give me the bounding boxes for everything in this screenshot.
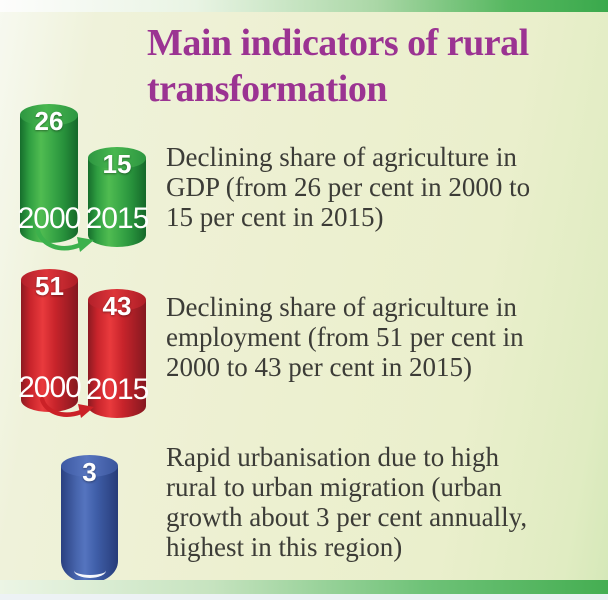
description-line: rural to urban migration (urban (166, 472, 502, 502)
description-line: 15 per cent in 2015) (166, 202, 384, 232)
title-line-1: Main indicators of rural (147, 22, 529, 64)
cylinder-employment-2000: 51 2000 (18, 269, 82, 412)
bar-value-label: 15 (102, 149, 132, 179)
bar-year-label: 2000 (18, 371, 82, 404)
cylinder-cap (88, 147, 146, 169)
cylinder-body (20, 115, 78, 243)
description-line: highest in this region) (166, 532, 403, 562)
description-line: Declining share of agriculture in (166, 142, 517, 172)
cylinder-urban-growth: 3 (61, 455, 118, 583)
bottom-edge-strip (0, 594, 608, 600)
description-line: GDP (from 26 per cent in 2000 to (166, 172, 531, 202)
cylinder-cap (21, 269, 78, 291)
bar-value-label: 26 (34, 106, 64, 136)
decline-arrow-icon (39, 397, 94, 418)
cylinder-base-highlight (73, 563, 106, 578)
decline-arrow-icon (35, 229, 94, 252)
description-urbanisation: Rapid urbanisation due to high rural to … (166, 442, 527, 562)
description-line: employment (from 51 per cent in (166, 322, 524, 352)
cylinder-cap (88, 289, 146, 311)
bar-year-label: 2015 (85, 373, 150, 406)
cylinder-cap (61, 455, 118, 477)
title-line-2: transformation (147, 68, 387, 110)
bar-value-label: 51 (35, 271, 64, 301)
cylinder-body (88, 158, 146, 247)
page-title: Main indicators of rural transformation (147, 20, 529, 112)
bar-year-label: 2015 (85, 202, 150, 235)
description-line: Declining share of agriculture in (166, 292, 517, 322)
cylinder-cap (20, 104, 78, 126)
cylinder-gdp-2015: 15 2015 (85, 147, 150, 247)
description-line: Rapid urbanisation due to high (166, 442, 499, 472)
cylinder-body (21, 280, 78, 412)
description-employment: Declining share of agriculture in employ… (166, 292, 524, 382)
cylinder-gdp-2000: 26 2000 (17, 104, 82, 243)
description-line: growth about 3 per cent annually, (166, 502, 528, 532)
bar-value-label: 3 (82, 457, 97, 487)
bottom-accent-bar (0, 580, 608, 594)
cylinder-employment-2015: 43 2015 (85, 289, 150, 418)
bar-value-label: 43 (102, 291, 132, 321)
description-line: 2000 to 43 per cent in 2015) (166, 352, 472, 382)
description-gdp: Declining share of agriculture in GDP (f… (166, 142, 530, 232)
bar-year-label: 2000 (17, 202, 82, 235)
cylinder-body (88, 300, 146, 418)
top-accent-bar (0, 0, 608, 12)
